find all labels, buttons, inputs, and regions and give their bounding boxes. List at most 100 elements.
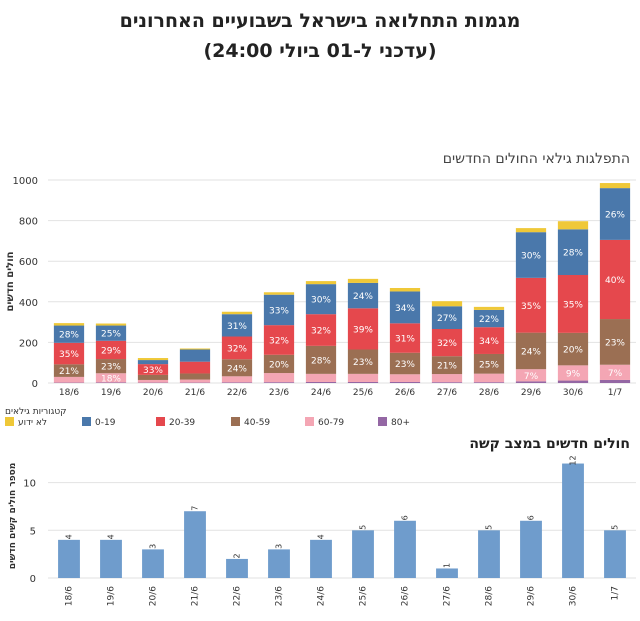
bar-segment <box>53 342 85 365</box>
x-tick-label: 24/6 <box>317 586 327 606</box>
bar-segment <box>179 348 211 350</box>
data-label: 28% <box>59 331 79 341</box>
data-label: 6 <box>401 515 410 520</box>
legend-label: לא ידוע <box>18 418 47 428</box>
data-label: 35% <box>521 302 541 312</box>
legend-label: 20-39 <box>169 418 195 428</box>
x-tick-label: 18/6 <box>65 586 75 606</box>
x-tick-label: 30/6 <box>563 388 583 398</box>
chart-title: חולים חדשים במצב קשה <box>469 436 630 452</box>
x-tick-label: 27/6 <box>443 586 453 606</box>
y-tick-label: 600 <box>19 257 38 268</box>
bar-segment <box>137 358 169 361</box>
bar-segment <box>515 381 547 383</box>
data-label: 20% <box>269 360 289 370</box>
data-label: 35% <box>59 350 79 360</box>
data-label: 3 <box>275 544 284 549</box>
bar-segment <box>599 319 631 365</box>
bar <box>58 539 80 578</box>
data-label: 23% <box>101 363 121 373</box>
data-label: 12 <box>569 455 578 465</box>
bar-segment <box>473 306 505 310</box>
bar-segment <box>53 364 85 377</box>
bar-segment <box>431 306 463 330</box>
legend-label: 80+ <box>391 418 410 428</box>
bar-segment <box>389 374 421 382</box>
bar-segment <box>557 229 589 276</box>
bar-segment <box>431 301 463 307</box>
bar-segment <box>389 381 421 383</box>
bar-segment <box>389 352 421 375</box>
legend-swatch <box>305 417 314 426</box>
bar-segment <box>53 325 85 343</box>
bar <box>520 520 542 578</box>
bar-segment <box>557 332 589 366</box>
bar-segment <box>221 336 253 360</box>
x-tick-label: 19/6 <box>107 586 117 606</box>
data-label: 30% <box>311 296 331 306</box>
bar-segment <box>137 379 169 383</box>
bar-segment <box>263 292 295 295</box>
data-label: 33% <box>269 306 289 316</box>
x-tick-label: 27/6 <box>437 388 457 398</box>
data-label: 23% <box>605 338 625 348</box>
legend-swatch <box>82 417 91 426</box>
data-label: 25% <box>479 360 499 370</box>
x-tick-label: 19/6 <box>101 388 121 398</box>
data-label: 2 <box>233 553 242 558</box>
x-tick-label: 30/6 <box>569 586 579 606</box>
bar-segment <box>431 329 463 357</box>
bar-segment <box>95 323 127 326</box>
bar-segment <box>389 287 421 292</box>
bar-segment <box>221 314 253 337</box>
data-label: 29% <box>101 346 121 356</box>
legend-title: קטגוריות גילאים <box>5 407 67 417</box>
data-label: 9% <box>566 369 581 379</box>
x-tick-label: 26/6 <box>395 388 415 398</box>
bar-segment <box>305 345 337 374</box>
x-tick-label: 29/6 <box>527 586 537 606</box>
bar-segment <box>557 221 589 230</box>
data-label: 5 <box>611 525 620 530</box>
legend-swatch <box>156 417 165 426</box>
bar-segment <box>179 373 211 380</box>
x-tick-label: 29/6 <box>521 388 541 398</box>
x-tick-label: 26/6 <box>401 586 411 606</box>
x-tick-label: 23/6 <box>269 388 289 398</box>
legend-swatch <box>5 417 14 426</box>
data-label: 6 <box>527 515 536 520</box>
chart-title: התפלגות גילאי החולים החדשים <box>443 151 630 167</box>
bar-segment <box>347 308 379 350</box>
x-tick-label: 24/6 <box>311 388 331 398</box>
bar-segment <box>263 325 295 355</box>
bar-segment <box>389 323 421 353</box>
x-tick-label: 23/6 <box>275 586 285 606</box>
bar-segment <box>137 360 169 365</box>
data-label: 24% <box>353 292 373 302</box>
bar-segment <box>431 374 463 383</box>
y-tick-label: 400 <box>19 298 38 309</box>
data-label: 5 <box>485 525 494 530</box>
bar-segment <box>263 354 295 374</box>
bar-segment <box>53 323 85 326</box>
data-label: 24% <box>521 347 541 357</box>
page-title: מגמות התחלואה בישראל בשבועיים האחרונים <box>119 10 521 32</box>
y-tick-label: 10 <box>23 479 36 490</box>
bar-segment <box>179 349 211 362</box>
x-tick-label: 28/6 <box>479 388 499 398</box>
bar-segment <box>431 356 463 375</box>
bar <box>436 568 458 578</box>
bar <box>142 549 164 578</box>
data-label: 32% <box>269 336 289 346</box>
bar-segment <box>599 239 631 320</box>
bar-segment <box>95 373 127 383</box>
x-tick-label: 20/6 <box>149 586 159 606</box>
bar-segment <box>473 373 505 383</box>
legend-swatch <box>378 417 387 426</box>
bar-segment <box>305 381 337 383</box>
bar-segment <box>221 382 253 383</box>
x-tick-label: 18/6 <box>59 388 79 398</box>
data-label: 4 <box>317 534 326 539</box>
bar-segment <box>389 291 421 324</box>
x-tick-label: 1/7 <box>611 586 621 600</box>
